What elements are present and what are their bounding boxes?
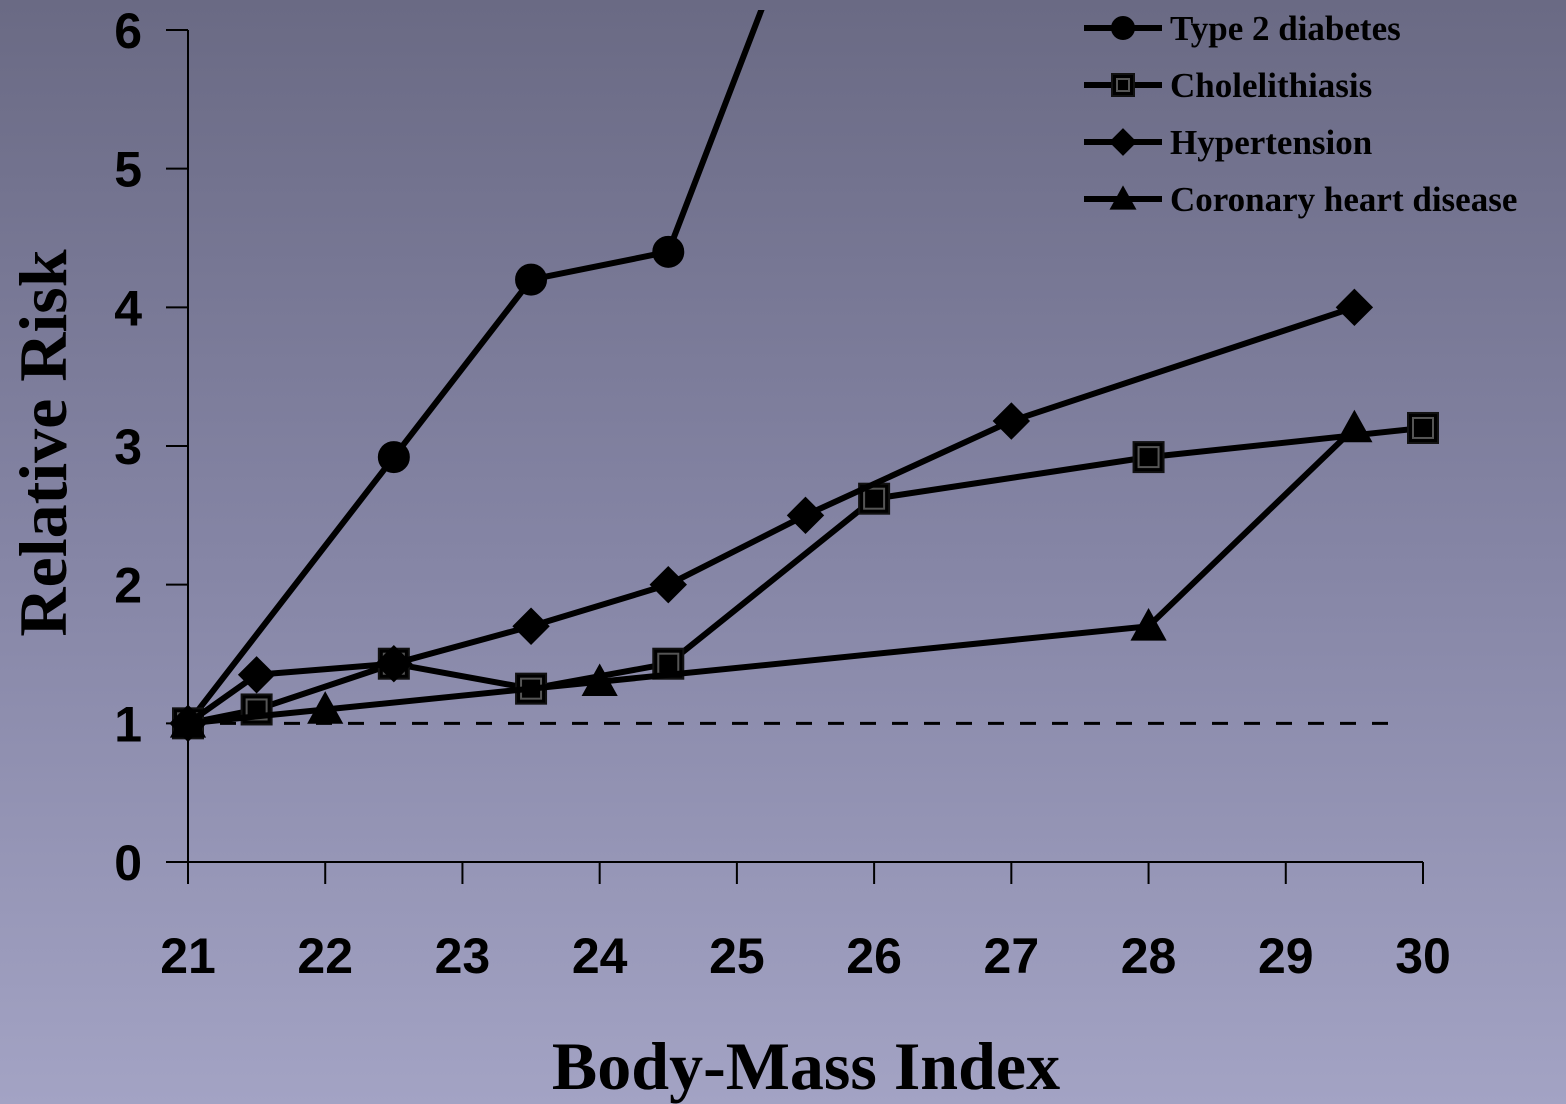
series-line: [187, 424, 1424, 727]
x-tick-label: 28: [1121, 928, 1177, 984]
legend-label: Hypertension: [1170, 123, 1372, 162]
y-tick-label: 2: [114, 558, 142, 614]
legend-marker: [1109, 128, 1137, 156]
series-line: [187, 425, 1357, 727]
data-point: [240, 693, 273, 726]
y-tick-label: 0: [114, 835, 142, 891]
data-point-inner: [1412, 416, 1434, 439]
x-tick-label: 26: [846, 928, 902, 984]
y-tick-label: 4: [114, 280, 142, 336]
legend-item: Cholelithiasis: [1084, 66, 1372, 105]
data-point: [512, 607, 550, 645]
data-point: [649, 565, 687, 604]
data-point-inner: [863, 487, 886, 510]
data-point: [1335, 288, 1374, 327]
data-point: [515, 263, 548, 296]
y-axis-title: Relative Risk: [5, 249, 81, 636]
legend-marker: [1109, 185, 1137, 210]
legend-marker: [1111, 16, 1135, 40]
legend-label: Cholelithiasis: [1170, 66, 1372, 105]
x-tick-label: 21: [160, 928, 216, 984]
x-tick-label: 23: [435, 928, 491, 984]
data-point: [581, 663, 618, 697]
y-tick-label: 5: [114, 142, 142, 198]
series-line: [186, 304, 1356, 726]
data-point: [1132, 441, 1165, 474]
x-tick-label: 25: [709, 928, 765, 984]
legend-item: Hypertension: [1084, 123, 1372, 162]
series-circle: [172, 10, 765, 740]
x-axis-title: Body-Mass Index: [552, 1028, 1060, 1104]
legend-marker-outer: [1111, 73, 1135, 97]
data-point: [992, 402, 1031, 440]
data-point: [1336, 409, 1373, 443]
x-tick-label: 27: [984, 928, 1040, 984]
legend-marker: [1111, 73, 1135, 97]
data-point-inner: [1137, 446, 1160, 469]
y-tick-label: 3: [114, 419, 142, 475]
data-point: [375, 644, 413, 683]
data-point: [307, 691, 344, 724]
data-point: [1130, 607, 1167, 641]
series-line: [185, 10, 765, 726]
y-tick-label: 6: [114, 3, 142, 59]
data-point: [377, 441, 410, 474]
data-point: [169, 705, 207, 738]
y-tick-label: 1: [114, 696, 142, 752]
series-square: [172, 411, 1439, 740]
data-point: [237, 656, 276, 694]
x-tick-label: 29: [1258, 928, 1314, 984]
data-point: [786, 496, 825, 535]
legend-marker-inner: [1116, 78, 1130, 92]
x-tick-label: 30: [1395, 928, 1451, 984]
legend-item: Type 2 diabetes: [1084, 9, 1401, 48]
data-point: [1407, 411, 1439, 444]
data-point: [652, 235, 685, 268]
series-triangle: [169, 409, 1373, 738]
legend-label: Coronary heart disease: [1170, 180, 1517, 219]
legend-item: Coronary heart disease: [1084, 180, 1517, 219]
x-tick-label: 22: [297, 928, 353, 984]
data-point-inner: [245, 698, 268, 721]
legend-label: Type 2 diabetes: [1170, 9, 1401, 48]
x-tick-label: 24: [572, 928, 628, 984]
